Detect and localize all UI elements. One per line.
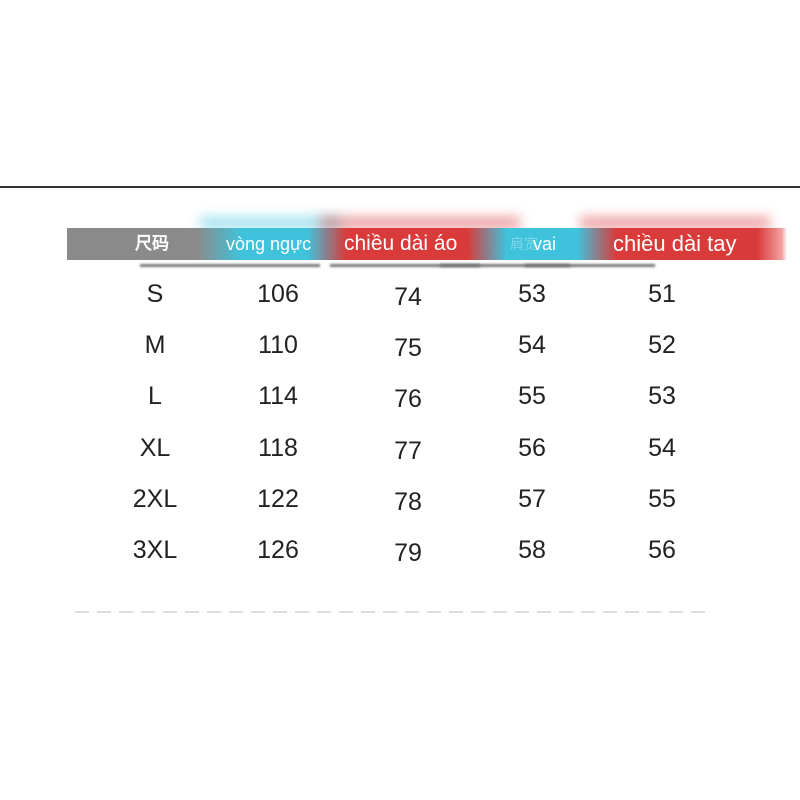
- cell-sleeve: 51: [648, 280, 676, 308]
- header-length: chiều dài áo: [344, 232, 458, 255]
- header-glow: [200, 217, 340, 229]
- header-size: 尺码: [135, 234, 169, 253]
- cell-size: S: [146, 280, 164, 308]
- cell-shoulder: 56: [518, 434, 546, 462]
- cell-chest: 114: [258, 382, 298, 410]
- cell-size: 2XL: [132, 485, 178, 513]
- cell-length: 75: [394, 334, 422, 362]
- cell-shoulder: 57: [518, 485, 546, 513]
- cell-sleeve: 56: [648, 536, 676, 564]
- cell-sleeve: 54: [648, 434, 676, 462]
- cell-sleeve: 52: [648, 331, 676, 359]
- cell-chest: 122: [257, 485, 299, 513]
- cell-size: M: [144, 331, 166, 359]
- cell-chest: 118: [258, 434, 298, 462]
- header-shadow: [330, 264, 480, 267]
- cell-shoulder: 58: [518, 536, 546, 564]
- cell-length: 74: [394, 283, 422, 311]
- cell-length: 78: [394, 488, 422, 516]
- header-shoulder-faint: 肩宽: [510, 236, 538, 252]
- header-chest: vòng ngực: [226, 234, 312, 254]
- cell-length: 77: [394, 437, 422, 465]
- header-shadow: [440, 264, 570, 267]
- cell-chest: 126: [257, 536, 299, 564]
- cell-size: 3XL: [132, 536, 178, 564]
- cell-shoulder: 53: [518, 280, 546, 308]
- header-shadow: [140, 264, 320, 267]
- faint-footer-text: [75, 611, 705, 613]
- header-glow: [580, 217, 770, 229]
- header-shadow: [525, 264, 655, 267]
- cell-sleeve: 55: [648, 485, 676, 513]
- header-bar: [67, 228, 787, 260]
- cell-shoulder: 55: [518, 382, 546, 410]
- header-sleeve: chiều dài tay: [613, 231, 737, 256]
- divider-line: [0, 186, 800, 188]
- cell-size: L: [148, 382, 162, 410]
- header-shoulder: vai: [533, 234, 557, 254]
- cell-sleeve: 53: [648, 382, 676, 410]
- cell-size: XL: [139, 434, 171, 462]
- cell-shoulder: 54: [518, 331, 546, 359]
- cell-length: 76: [394, 385, 422, 413]
- cell-chest: 106: [257, 280, 299, 308]
- cell-chest: 110: [258, 331, 298, 359]
- header-glow: [320, 217, 520, 229]
- cell-length: 79: [394, 539, 422, 567]
